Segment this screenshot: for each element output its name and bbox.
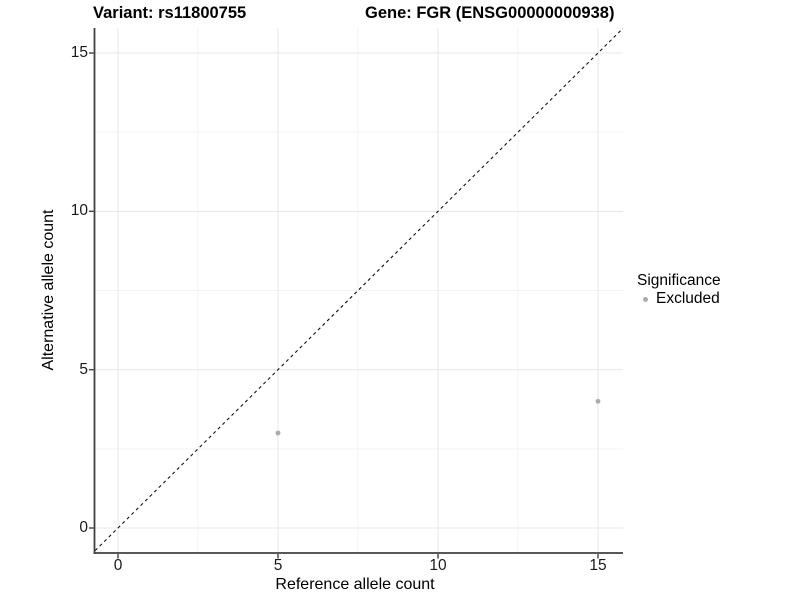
y-tick-label: 10 xyxy=(70,202,88,220)
y-axis-title: Alternative allele count xyxy=(40,209,57,371)
x-axis-title: Reference allele count xyxy=(275,576,435,593)
y-tick-label: 0 xyxy=(79,519,88,536)
legend-item-label: Excluded xyxy=(656,290,720,307)
y-tick-label: 5 xyxy=(79,360,88,378)
x-tick-label: 15 xyxy=(589,557,607,574)
identity-line xyxy=(94,28,623,553)
legend-title: Significance xyxy=(637,272,721,289)
legend-item-excluded: Excluded xyxy=(637,290,721,308)
x-tick-label: 5 xyxy=(273,557,283,574)
data-point xyxy=(275,430,281,436)
legend: Significance Excluded xyxy=(637,271,721,308)
x-tick-label: 10 xyxy=(429,557,447,574)
data-point xyxy=(595,398,601,404)
plot-title-variant: Variant: rs11800755 xyxy=(93,4,247,22)
x-tick-label: 0 xyxy=(113,557,123,574)
y-tick-label: 15 xyxy=(70,43,88,61)
plot-title-gene: Gene: FGR (ENSG00000000938) xyxy=(365,4,615,22)
legend-key xyxy=(637,291,654,308)
excluded-point-icon xyxy=(643,296,648,302)
